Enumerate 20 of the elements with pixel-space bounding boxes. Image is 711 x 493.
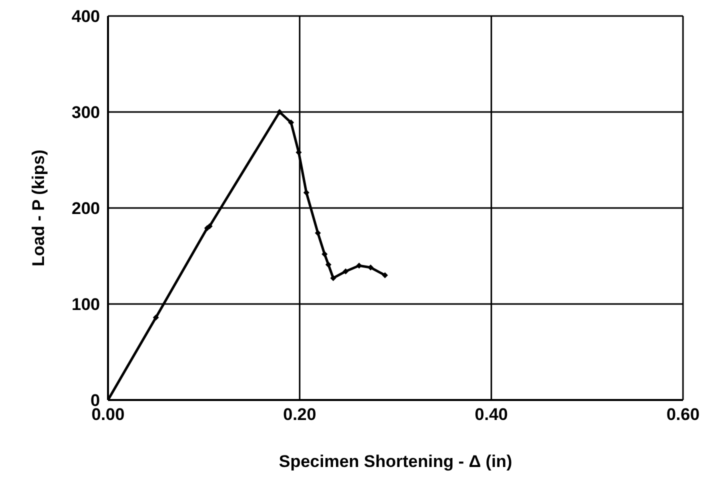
x-tick-label: 0.60 — [666, 405, 700, 424]
x-tick-label: 0.00 — [91, 405, 125, 424]
y-axis-title: Load - P (kips) — [29, 150, 48, 266]
x-axis-title: Specimen Shortening - Δ (in) — [278, 452, 512, 471]
point — [368, 264, 374, 271]
point — [303, 190, 310, 196]
x-tick-label: 0.40 — [474, 405, 508, 424]
y-tick-label: 200 — [72, 199, 100, 218]
point — [342, 268, 349, 274]
point — [206, 223, 213, 230]
point — [314, 230, 321, 236]
y-tick-label: 400 — [72, 7, 100, 26]
point — [330, 275, 336, 282]
y-tick-label: 100 — [72, 295, 100, 314]
point — [322, 251, 328, 258]
point — [152, 314, 159, 320]
y-tick-label: 300 — [72, 103, 100, 122]
point — [325, 262, 332, 268]
x-tick-label: 0.20 — [283, 405, 316, 424]
point — [382, 272, 388, 278]
